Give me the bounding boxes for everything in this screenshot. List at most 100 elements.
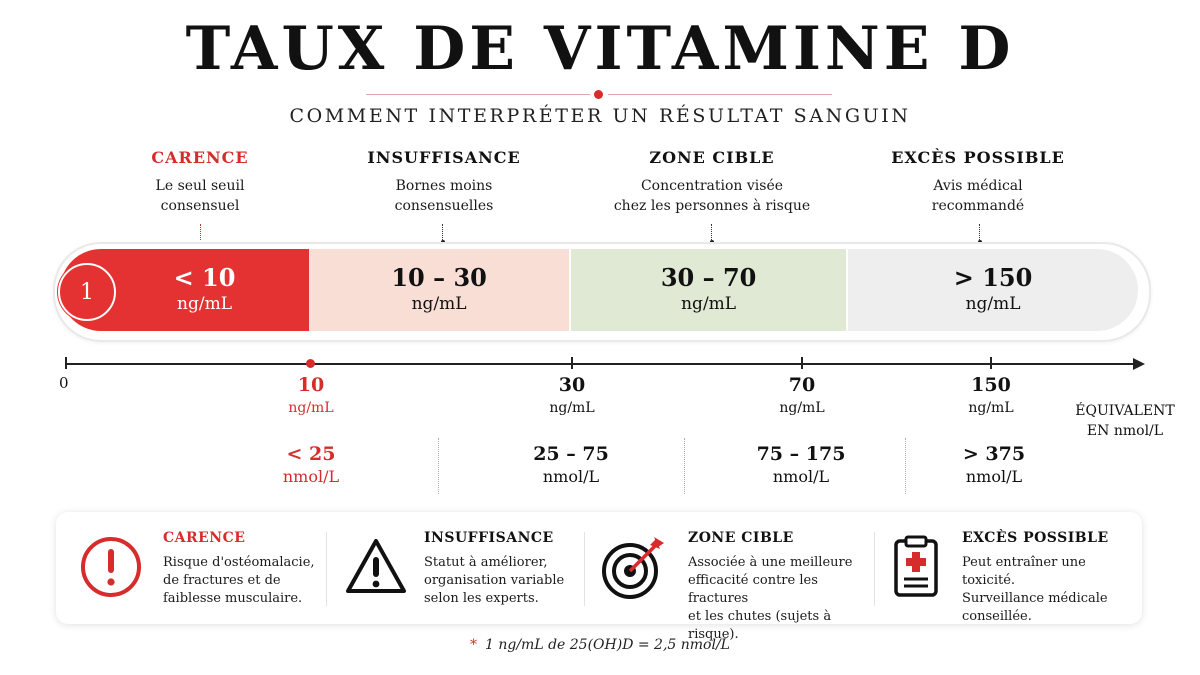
category-name: ZONE CIBLE xyxy=(649,148,775,167)
pointer-tick-zone-cible xyxy=(711,224,712,240)
category-header-insuffisance: INSUFFISANCE Bornes moins consensuelles xyxy=(324,148,564,216)
card-text: Associée à une meilleure efficacité cont… xyxy=(688,554,868,644)
segment-range: 30 – 70 xyxy=(660,263,757,292)
pointer-tick-exces xyxy=(979,224,980,240)
nmol-separator xyxy=(905,438,906,494)
nmol-separator xyxy=(438,438,439,494)
nmol-unit-carence: nmol/L xyxy=(282,467,340,486)
axis-unit-10: ng/mL xyxy=(288,400,334,416)
category-header-zone-cible: ZONE CIBLE Concentration visée chez les … xyxy=(592,148,832,216)
card-title: EXCÈS POSSIBLE xyxy=(962,530,1109,546)
axis-value-30: 30 xyxy=(558,374,586,396)
segment-range: < 10 xyxy=(173,263,236,292)
card-title: CARENCE xyxy=(163,530,246,546)
category-name: CARENCE xyxy=(151,148,249,167)
axis-tick-0 xyxy=(65,357,67,369)
equivalent-label-line: EN nmol/L xyxy=(1086,423,1164,439)
card-text-line: efficacité contre les fractures xyxy=(688,573,818,606)
card-text-line: et les chutes (sujets à risque). xyxy=(688,609,832,642)
category-description: Le seul seuil consensuel xyxy=(80,176,320,216)
target-icon xyxy=(602,537,664,599)
category-header-carence: CARENCE Le seul seuil consensuel xyxy=(80,148,320,216)
title-divider-left xyxy=(366,94,590,95)
panel-separator xyxy=(874,532,875,606)
category-desc-line: recommandé xyxy=(931,198,1025,214)
segment-range: > 150 xyxy=(953,263,1033,292)
nmol-unit-exces: nmol/L xyxy=(965,467,1023,486)
card-title: INSUFFISANCE xyxy=(424,530,554,546)
card-title: ZONE CIBLE xyxy=(688,530,794,546)
category-desc-line: chez les personnes à risque xyxy=(613,198,811,214)
equivalent-label: ÉQUIVALENT EN nmol/L xyxy=(1060,401,1190,441)
panel-separator xyxy=(326,532,327,606)
axis-unit-150: ng/mL xyxy=(968,400,1014,416)
axis-value-10: 10 xyxy=(297,374,325,396)
card-text-line: de fractures et de xyxy=(163,573,281,588)
clipboard-medical-icon xyxy=(894,535,938,597)
axis-tick-70 xyxy=(801,357,803,369)
card-text-line: conseillée. xyxy=(962,609,1032,624)
segment-unit: ng/mL xyxy=(177,294,233,314)
card-zone-cible: ZONE CIBLE Associée à une meilleure effi… xyxy=(688,530,868,644)
card-text-line: Peut entraîner une toxicité. xyxy=(962,555,1086,588)
card-carence: CARENCE Risque d'ostéomalacie, de fractu… xyxy=(163,530,323,608)
card-text-line: faiblesse musculaire. xyxy=(163,591,303,606)
range-bar: < 10 ng/mL 10 – 30 ng/mL 30 – 70 ng/mL >… xyxy=(60,249,1138,331)
axis-origin-label: 0 xyxy=(59,374,69,392)
nmol-unit-insuffisance: nmol/L xyxy=(542,467,600,486)
footnote-text: 1 ng/mL de 25(OH)D = 2,5 nmol/L xyxy=(485,637,730,653)
card-insuffisance: INSUFFISANCE Statut à améliorer, organis… xyxy=(424,530,584,608)
segment-unit: ng/mL xyxy=(681,294,737,314)
segment-exces: > 150 ng/mL xyxy=(848,249,1138,331)
category-desc-line: consensuel xyxy=(160,198,240,214)
category-desc-line: Le seul seuil xyxy=(155,178,245,194)
nmol-range-insuffisance: 25 – 75 xyxy=(533,443,609,465)
card-text-line: Surveillance médicale xyxy=(962,591,1108,606)
nmol-unit-zone-cible: nmol/L xyxy=(772,467,830,486)
page-title: TAUX DE VITAMINE D xyxy=(185,14,1015,84)
title-divider-right xyxy=(608,94,832,95)
category-description: Bornes moins consensuelles xyxy=(324,176,564,216)
card-text-line: Risque d'ostéomalacie, xyxy=(163,555,315,570)
nmol-range-carence: < 25 xyxy=(286,443,336,465)
axis-line xyxy=(65,363,1135,365)
segment-zone-cible: 30 – 70 ng/mL xyxy=(571,249,847,331)
category-name: EXCÈS POSSIBLE xyxy=(891,148,1065,167)
footnote: * 1 ng/mL de 25(OH)D = 2,5 nmol/L xyxy=(0,637,1200,653)
panel-separator xyxy=(584,532,585,606)
card-text: Peut entraîner une toxicité. Surveillanc… xyxy=(962,554,1137,626)
card-text-line: selon les experts. xyxy=(424,591,539,606)
segment-insuffisance: 10 – 30 ng/mL xyxy=(309,249,570,331)
category-header-exces: EXCÈS POSSIBLE Avis médical recommandé xyxy=(858,148,1098,216)
nmol-range-zone-cible: 75 – 175 xyxy=(756,443,846,465)
card-text-line: Statut à améliorer, xyxy=(424,555,548,570)
category-desc-line: Concentration visée xyxy=(640,178,784,194)
segment-divider xyxy=(569,249,572,331)
pointer-tick-insuffisance xyxy=(442,224,443,240)
segment-divider xyxy=(846,249,849,331)
axis-value-70: 70 xyxy=(788,374,816,396)
summary-panel xyxy=(56,512,1142,624)
axis-arrow-icon xyxy=(1133,358,1145,370)
axis-tick-30 xyxy=(571,357,573,369)
axis-unit-70: ng/mL xyxy=(779,400,825,416)
step-badge: 1 xyxy=(58,263,116,321)
exclamation-circle-icon xyxy=(81,537,141,597)
axis-tick-150 xyxy=(990,357,992,369)
card-text: Risque d'ostéomalacie, de fractures et d… xyxy=(163,554,323,608)
card-text: Statut à améliorer, organisation variabl… xyxy=(424,554,584,608)
warning-triangle-icon xyxy=(346,539,406,593)
category-desc-line: Bornes moins xyxy=(395,178,493,194)
category-desc-line: consensuelles xyxy=(394,198,494,214)
nmol-range-exces: > 375 xyxy=(962,443,1026,465)
pointer-tick-carence xyxy=(200,224,201,240)
footnote-star: * xyxy=(470,637,477,653)
segment-range: 10 – 30 xyxy=(391,263,487,292)
nmol-separator xyxy=(684,438,685,494)
segment-unit: ng/mL xyxy=(965,294,1021,314)
axis-tick-10-dot xyxy=(306,359,315,368)
card-exces: EXCÈS POSSIBLE Peut entraîner une toxici… xyxy=(962,530,1137,626)
axis-value-150: 150 xyxy=(971,374,1011,396)
category-description: Avis médical recommandé xyxy=(858,176,1098,216)
page-subtitle: COMMENT INTERPRÉTER UN RÉSULTAT SANGUIN xyxy=(289,105,911,127)
